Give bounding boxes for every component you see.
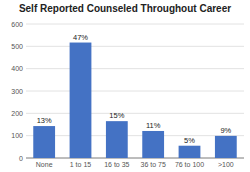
x-tick-label: 16 to 35 [104, 161, 129, 168]
y-tick-label: 100 [11, 132, 23, 139]
y-tick-label: 300 [11, 88, 23, 95]
x-axis-line [26, 158, 244, 159]
data-label: 11% [146, 121, 161, 130]
grid [26, 24, 244, 158]
x-tick-label: 1 to 15 [70, 161, 92, 168]
x-tick-label: 76 to 100 [175, 161, 204, 168]
bar [70, 43, 92, 158]
grid-line [26, 135, 244, 136]
y-tick-label: 200 [11, 110, 23, 117]
chart-container: Self Reported Counseled Throughout Caree… [0, 0, 250, 172]
x-tick-label: None [36, 161, 53, 168]
data-label: 13% [37, 116, 52, 125]
x-tick-label: >100 [218, 161, 234, 168]
grid-line [26, 46, 244, 47]
grid-line [26, 91, 244, 92]
y-tick-label: 400 [11, 65, 23, 72]
grid-line [26, 113, 244, 114]
y-tick-label: 0 [19, 155, 23, 162]
data-label: 15% [109, 111, 124, 120]
y-tick-label: 600 [11, 21, 23, 28]
data-label: 47% [73, 33, 88, 42]
data-label: 5% [184, 136, 195, 145]
bars [33, 43, 236, 158]
y-tick-label: 500 [11, 43, 23, 50]
x-tick-label: 36 to 75 [141, 161, 166, 168]
bar [106, 121, 128, 158]
bar [33, 126, 55, 158]
bar [215, 136, 237, 158]
data-label: 9% [220, 126, 231, 135]
bar [179, 146, 201, 158]
title: Self Reported Counseled Throughout Caree… [19, 3, 231, 14]
bar [142, 131, 164, 158]
grid-line [26, 68, 244, 69]
chart-svg: Self Reported Counseled Throughout Caree… [0, 0, 250, 172]
grid-line [26, 158, 244, 159]
grid-line [26, 24, 244, 25]
